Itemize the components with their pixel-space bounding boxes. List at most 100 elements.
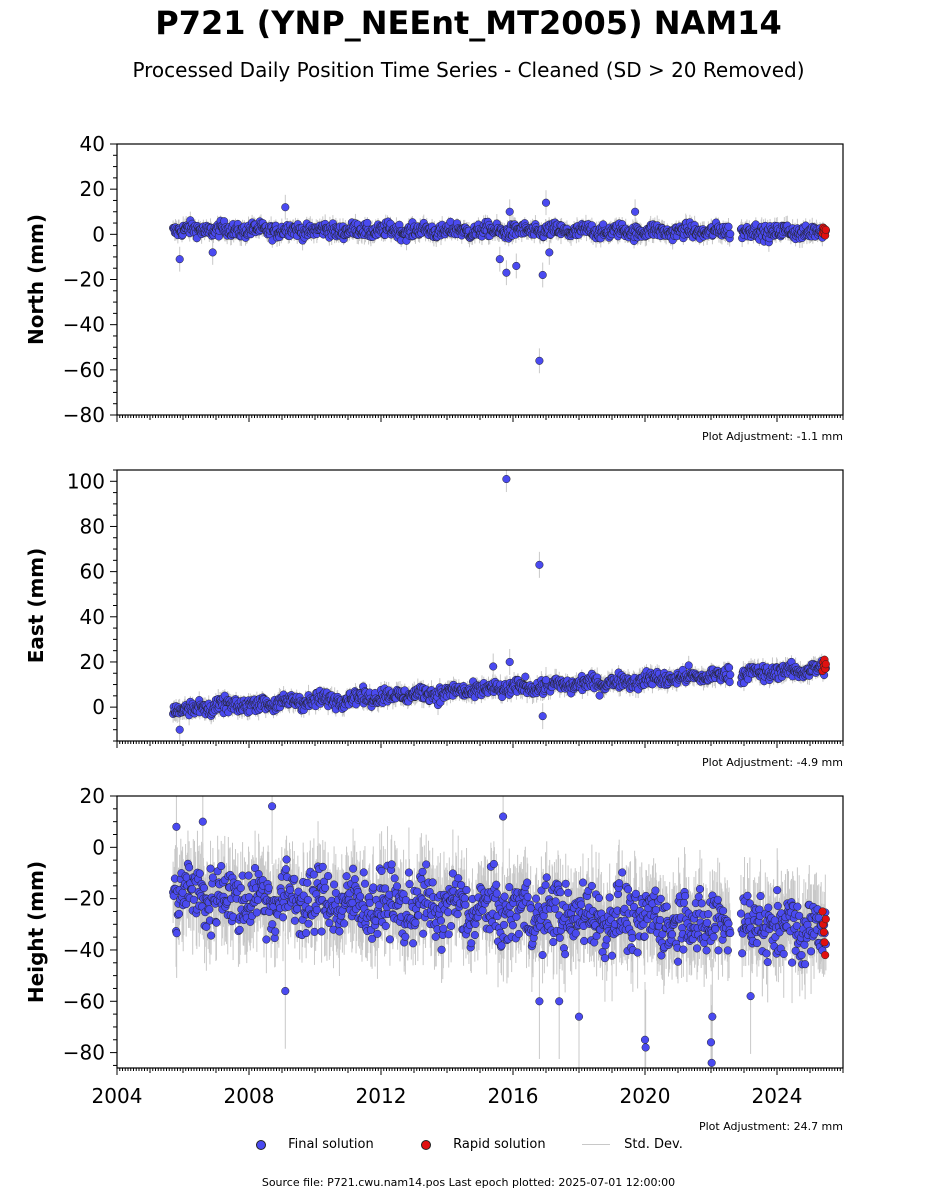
final-point xyxy=(202,922,211,931)
x-tick-label: 2004 xyxy=(92,1084,143,1108)
y-tick-label: 20 xyxy=(80,177,105,201)
final-point xyxy=(711,924,720,934)
final-point xyxy=(595,691,604,700)
final-point-outlier xyxy=(545,248,554,257)
final-point xyxy=(340,919,349,928)
final-point xyxy=(373,929,382,938)
final-point xyxy=(550,904,560,913)
final-point xyxy=(360,879,370,888)
final-point xyxy=(281,865,291,874)
final-point xyxy=(422,860,431,869)
final-point xyxy=(555,933,564,942)
final-point xyxy=(185,863,194,872)
final-point xyxy=(478,906,487,915)
final-point xyxy=(779,949,788,959)
final-point xyxy=(207,931,216,940)
final-point xyxy=(624,885,633,894)
final-point-outlier xyxy=(708,1012,717,1021)
final-point xyxy=(317,927,326,936)
final-point xyxy=(212,918,221,927)
final-point xyxy=(381,921,390,930)
y-tick-label: −60 xyxy=(63,358,105,382)
x-tick-label: 2008 xyxy=(224,1084,275,1108)
final-point xyxy=(293,904,302,913)
final-point xyxy=(411,918,420,927)
final-point xyxy=(251,863,260,873)
final-point xyxy=(709,932,718,941)
final-point xyxy=(268,920,277,929)
rapid-solution-points xyxy=(818,655,830,676)
final-point xyxy=(436,916,446,925)
final-point xyxy=(404,868,413,877)
final-point xyxy=(578,878,588,887)
final-point-outlier xyxy=(268,802,277,811)
final-point-outlier xyxy=(535,560,544,569)
final-point xyxy=(791,946,800,955)
panel-3: 20 0 −20 −40 −60 −80 2004 2008 2012 2016 2020 2024 H… xyxy=(24,784,844,1133)
final-point xyxy=(531,894,541,903)
final-point-outlier xyxy=(172,822,181,831)
y-tick-label: −40 xyxy=(63,938,105,962)
final-point xyxy=(556,888,565,897)
final-point xyxy=(526,904,535,913)
final-point xyxy=(743,891,752,900)
panel-1: 40 20 0 −20 −40 −60 −80 North (mm) Plot Adjustme… xyxy=(24,132,844,443)
final-point xyxy=(564,888,573,897)
final-point xyxy=(657,951,666,960)
final-point xyxy=(377,866,386,875)
final-point xyxy=(694,892,703,901)
final-point xyxy=(537,886,546,895)
final-point xyxy=(551,897,560,906)
rapid-point xyxy=(821,951,830,960)
final-point xyxy=(726,670,735,679)
legend-final-marker xyxy=(256,1139,266,1150)
final-point xyxy=(369,883,378,892)
final-point xyxy=(605,893,614,902)
legend-std-label: Std. Dev. xyxy=(624,1137,683,1152)
final-point xyxy=(418,867,427,876)
final-point xyxy=(762,949,771,958)
final-point xyxy=(618,868,627,877)
final-point xyxy=(172,929,181,938)
final-point xyxy=(602,935,611,944)
final-point-outlier xyxy=(502,268,511,277)
rapid-point xyxy=(818,907,827,916)
final-point xyxy=(629,902,639,911)
final-point-outlier xyxy=(505,657,514,667)
y-tick-label: 0 xyxy=(92,222,105,246)
final-point xyxy=(656,894,665,903)
final-point xyxy=(633,948,642,957)
final-point xyxy=(401,932,410,941)
final-point xyxy=(793,902,802,911)
final-point xyxy=(286,885,295,894)
plot-adjustment-note: Plot Adjustment: -1.1 mm xyxy=(702,430,843,443)
final-point xyxy=(756,891,765,901)
final-point xyxy=(497,941,506,950)
final-point xyxy=(318,862,327,871)
final-point xyxy=(773,901,782,910)
final-point xyxy=(736,909,746,918)
final-point xyxy=(206,864,215,873)
final-point xyxy=(278,913,288,922)
source-footer: Source file: P721.cwu.nam14.pos Last epo… xyxy=(261,1176,676,1189)
final-point xyxy=(310,927,319,936)
final-point xyxy=(538,950,547,960)
final-point xyxy=(541,881,550,890)
final-point xyxy=(714,946,723,955)
y-tick-label: −20 xyxy=(63,268,105,292)
rapid-point xyxy=(821,225,830,234)
final-point xyxy=(409,939,418,948)
final-solution-points xyxy=(169,474,830,734)
final-point xyxy=(302,929,311,938)
final-point xyxy=(428,878,437,887)
final-point xyxy=(235,925,244,934)
final-point xyxy=(447,921,456,931)
final-point-outlier xyxy=(281,986,290,996)
final-point xyxy=(673,957,683,966)
legend-rapid-label: Rapid solution xyxy=(453,1137,546,1152)
final-point-outlier xyxy=(175,725,184,734)
chart-subtitle: Processed Daily Position Time Series - C… xyxy=(132,58,805,82)
legend-final-label: Final solution xyxy=(288,1137,374,1152)
final-point xyxy=(363,218,372,227)
